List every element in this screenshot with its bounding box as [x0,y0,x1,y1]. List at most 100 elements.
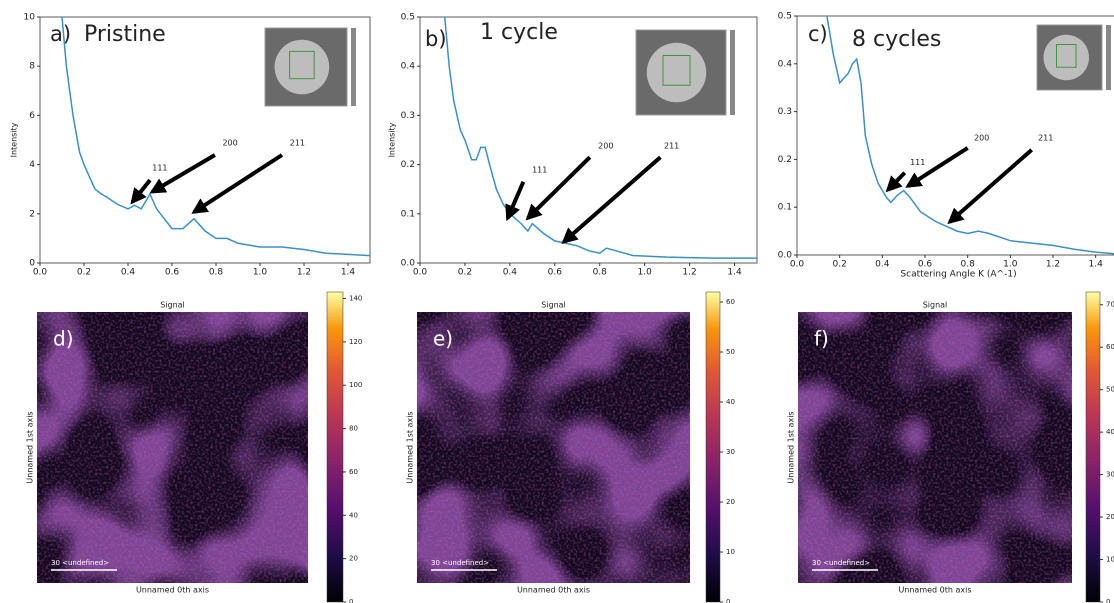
colorbar [327,292,343,602]
colorbar [706,292,720,602]
y-tick-label: 0 [29,259,35,269]
annotation-arrow [950,150,1032,222]
x-tick-label: 0.4 [875,260,890,270]
colorbar-tick-label: 80 [349,425,358,433]
panel-label: c) [808,22,828,46]
y-tick-label: 0.4 [778,59,793,69]
y-tick-label: 0.5 [778,12,792,22]
colorbar-tick-label: 20 [349,555,358,563]
colorbar-tick-label: 40 [1106,428,1114,436]
x-tick-label: 1.4 [1089,260,1104,270]
inset-colorbar [351,28,356,106]
colorbar-tick-label: 10 [1106,556,1114,564]
x-tick-label: 0.2 [458,268,472,278]
x-tick-label: 0.8 [209,268,224,278]
y-axis-label: Intensity [10,122,19,157]
x-tick-label: 1.0 [638,268,653,278]
scale-bar-label: 30 <undefined> [431,559,489,567]
colorbar-tick-label: 20 [726,498,735,506]
y-tick-label: 0.1 [401,209,415,219]
annotation-arrow [194,155,282,212]
y-axis-label: Unnamed 1st axis [406,411,415,483]
annotation-label: 111 [532,166,547,175]
x-tick-label: 1.4 [341,268,356,278]
panel-subtitle: 8 cycles [852,27,941,52]
colorbar [1086,292,1100,602]
annotation-arrow [908,148,968,186]
y-tick-label: 8 [29,62,35,72]
annotation-label: 111 [152,164,167,173]
y-tick-label: 10 [24,13,36,23]
inset-colorbar [1106,25,1111,90]
annotation-label: 200 [598,141,613,150]
y-tick-label: 0.0 [401,259,416,269]
annotation-arrow [508,182,524,218]
x-tick-label: 1.2 [297,268,311,278]
panel-label: a) [50,22,71,46]
y-axis-label: Intensity [388,122,397,157]
x-tick-label: 0.6 [165,268,180,278]
panel-label: b) [425,27,447,51]
panel-label: d) [53,327,74,351]
panel-subtitle: Pristine [84,22,166,47]
x-tick-label: 1.4 [727,268,742,278]
x-axis-label: Unnamed 0th axis [517,586,590,595]
annotation-label: 211 [1038,133,1053,142]
annotation-arrow [152,155,215,192]
heatmap-title: Signal [923,301,948,310]
inset-particle [1044,35,1090,81]
y-tick-label: 0.5 [401,13,415,23]
x-tick-label: 0.2 [77,268,91,278]
colorbar-tick-label: 70 [1106,301,1114,309]
line-chart: 0.00.20.40.60.81.01.21.40.00.10.20.30.40… [778,12,1114,280]
colorbar-tick-label: 60 [726,298,735,306]
heatmap-noise [37,312,308,583]
colorbar-tick-label: 140 [349,295,362,303]
x-tick-label: 0.6 [918,260,933,270]
heatmap-title: Signal [541,301,566,310]
inset-colorbar [730,30,735,115]
scale-bar-label: 30 <undefined> [812,559,870,567]
x-axis-label: Unnamed 0th axis [136,586,209,595]
x-tick-label: 1.2 [682,268,696,278]
page: {"chart_data":[ {"type":"line","panel_la… [0,0,1114,603]
heatmap-noise [798,312,1072,583]
annotation-label: 211 [290,138,305,147]
x-tick-label: 1.0 [1003,260,1018,270]
x-axis-label: Unnamed 0th axis [898,586,971,595]
y-tick-label: 0.2 [401,160,415,170]
colorbar-tick-label: 60 [1106,343,1114,351]
annotation-label: 200 [974,133,989,142]
annotation-label: 211 [664,141,679,150]
colorbar-tick-label: 0 [1106,598,1110,603]
colorbar-tick-label: 50 [1106,386,1114,394]
colorbar-tick-label: 20 [1106,513,1114,521]
y-axis-label: Unnamed 1st axis [787,411,796,483]
scale-bar-label: 30 <undefined> [51,559,109,567]
colorbar-tick-label: 0 [726,598,730,603]
colorbar-tick-label: 10 [726,548,735,556]
y-tick-label: 0.0 [778,251,793,261]
panel-label: e) [433,327,453,351]
y-axis-label: Unnamed 1st axis [26,411,35,483]
heatmap-chart: Signal Unnamed 0th axis Unnamed 1st axis e)… [406,292,735,603]
annotation-label: 200 [222,138,237,147]
x-tick-label: 0.0 [790,260,805,270]
colorbar-tick-label: 30 [1106,471,1114,479]
y-tick-label: 0.4 [401,62,416,72]
x-tick-label: 0.2 [833,260,847,270]
colorbar-tick-label: 0 [349,598,353,603]
colorbar-tick-label: 40 [726,398,735,406]
panel-subtitle: 1 cycle [480,20,558,45]
y-tick-label: 0.1 [778,203,792,213]
colorbar-tick-label: 40 [349,511,358,519]
x-tick-label: 0.0 [413,268,428,278]
inset-particle [647,43,707,103]
y-tick-label: 6 [29,111,35,121]
inset-particle [275,40,330,95]
y-tick-label: 2 [29,209,35,219]
colorbar-tick-label: 100 [349,381,362,389]
x-tick-label: 0.6 [548,268,563,278]
